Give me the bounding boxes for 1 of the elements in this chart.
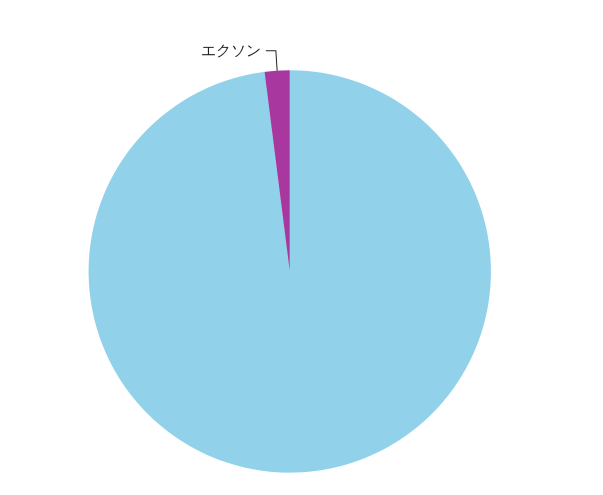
slice-label: エクソン (200, 42, 261, 60)
